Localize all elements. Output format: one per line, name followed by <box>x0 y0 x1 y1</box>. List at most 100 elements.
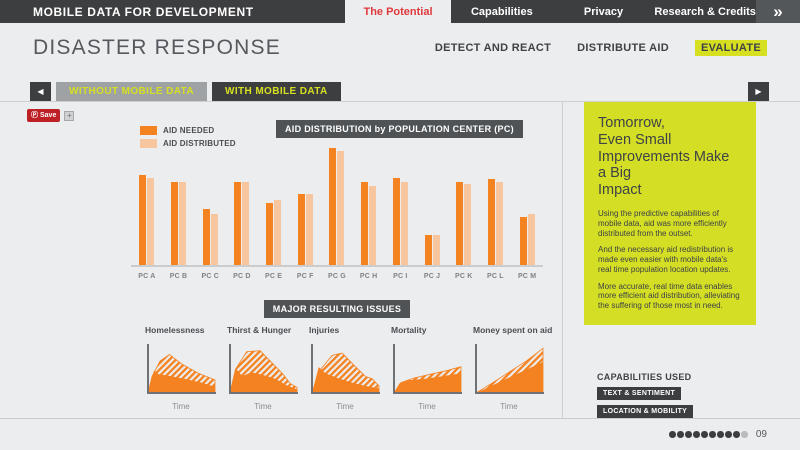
mini-chart-canvas <box>393 344 462 394</box>
tab-with-mobile-data[interactable]: WITH MOBILE DATA <box>212 82 341 101</box>
bar <box>495 181 503 265</box>
bar-x-label: PC G <box>328 273 346 280</box>
capabilities-heading: CAPABILITIES USED <box>597 372 692 382</box>
nav-tab-research-credits[interactable]: Research & Credits <box>654 5 756 18</box>
share-row: Ⓟ Save + <box>27 109 75 122</box>
bar-x-label: PC F <box>296 273 314 280</box>
bar-group-pc-i <box>385 146 417 265</box>
bar-group-pc-j <box>416 146 448 265</box>
mini-chart-thirst-hunger: Thirst & Hunger Time <box>227 325 299 411</box>
solid-area-series <box>476 361 543 393</box>
bar-group-pc-f <box>289 146 321 265</box>
bar <box>487 179 495 265</box>
bar-group-pc-b <box>163 146 195 265</box>
mini-chart-x-label: Time <box>336 402 354 411</box>
aid-distributed-swatch <box>140 139 157 148</box>
next-step-button[interactable]: ▶ <box>748 82 769 101</box>
pinterest-save-button[interactable]: Ⓟ Save <box>27 109 61 122</box>
pagination-dot-6[interactable] <box>709 431 716 438</box>
insight-paragraph: More accurate, real time data enables mo… <box>598 281 740 311</box>
solid-area-series <box>148 370 215 393</box>
pagination-dot-8[interactable] <box>725 431 732 438</box>
bar <box>234 181 242 265</box>
legend-item-aid-needed: AID NEEDED <box>140 126 236 135</box>
pinterest-save-label: Save <box>40 111 57 119</box>
bar <box>400 181 408 265</box>
insight-paragraph: Using the predictive capabilities of mob… <box>598 209 727 238</box>
mini-chart-homelessness: Homelessness Time <box>145 325 217 411</box>
nav-tab-the-potential[interactable]: The Potential <box>363 5 433 18</box>
pagination-dots <box>669 431 748 438</box>
pagination-dot-10[interactable] <box>741 431 748 438</box>
mini-chart-x-label: Time <box>418 402 436 411</box>
nav-tab-capabilities[interactable]: Capabilities <box>470 5 533 18</box>
bar <box>369 186 377 265</box>
bar <box>519 216 527 265</box>
back-arrow-icon: ◀ <box>37 87 44 96</box>
bar <box>337 151 345 265</box>
tab-without-mobile-data[interactable]: WITHOUT MOBILE DATA <box>56 82 207 101</box>
bar <box>179 181 187 265</box>
bar <box>527 214 535 265</box>
pagination-dot-5[interactable] <box>701 431 708 438</box>
mini-chart-title: Money spent on aid <box>473 325 553 335</box>
info-column: Tomorrow, Even Small Improvements Make a… <box>563 102 800 418</box>
footer: 09 <box>0 418 800 450</box>
top-bar: MOBILE DATA FOR DEVELOPMENT The Potentia… <box>0 0 800 23</box>
next-section-button[interactable]: » <box>756 0 800 23</box>
bar-group-pc-g <box>321 146 353 265</box>
bar-group-pc-m <box>511 146 543 265</box>
mini-chart-x-label: Time <box>254 402 272 411</box>
capability-location-mobility[interactable]: LOCATION & MOBILITY <box>597 405 694 418</box>
bar <box>139 175 147 265</box>
bar <box>242 181 250 265</box>
subnav-evaluate[interactable]: EVALUATE <box>694 40 767 56</box>
solid-area-series <box>230 368 297 393</box>
pagination-dot-7[interactable] <box>717 431 724 438</box>
bar-x-label: PC H <box>359 273 378 280</box>
bar <box>432 234 440 265</box>
bar-x-label: PC M <box>517 273 537 280</box>
mini-chart-axes <box>229 344 298 394</box>
bar-x-label: PC B <box>169 273 188 280</box>
mini-chart-title: Thirst & Hunger <box>227 325 292 335</box>
aid-needed-label: AID NEEDED <box>163 126 215 135</box>
mini-chart-canvas <box>311 344 380 394</box>
mini-chart-money-spent-on-aid: Money spent on aid Time <box>473 325 553 411</box>
mini-chart-title: Mortality <box>391 325 427 335</box>
bar <box>361 181 369 265</box>
bar <box>392 177 400 265</box>
pinterest-icon: Ⓟ <box>31 112 38 119</box>
pagination-dot-4[interactable] <box>693 431 700 438</box>
pagination-dot-3[interactable] <box>685 431 692 438</box>
pagination-dot-2[interactable] <box>677 431 684 438</box>
top-nav: Capabilities Privacy Research & Credits … <box>451 0 800 23</box>
bar-group-pc-d <box>226 146 258 265</box>
page-header: DISASTER RESPONSE DETECT AND REACT DISTR… <box>33 36 767 60</box>
capability-text-sentiment[interactable]: TEXT & SENTIMENT <box>597 387 682 400</box>
solid-area-series <box>312 367 379 393</box>
previous-step-button[interactable]: ◀ <box>30 82 51 101</box>
mini-chart-axes <box>147 344 216 394</box>
bar <box>424 234 432 265</box>
chart-legend: AID NEEDED AID DISTRIBUTED <box>140 126 236 152</box>
bar <box>329 147 337 265</box>
nav-tab-privacy[interactable]: Privacy <box>583 5 624 18</box>
app-title: MOBILE DATA FOR DEVELOPMENT <box>0 0 345 23</box>
bar <box>202 209 210 265</box>
pagination-dot-9[interactable] <box>733 431 740 438</box>
bar-group-pc-e <box>258 146 290 265</box>
mini-chart-axes <box>311 344 380 394</box>
bar-chart-x-labels: PC A PC B PC C PC D PC E PC F PC G PC H PC I PC J… <box>131 273 543 280</box>
bar-x-label: PC J <box>423 273 441 280</box>
share-icon[interactable]: + <box>64 110 75 121</box>
subnav-detect-and-react[interactable]: DETECT AND REACT <box>434 42 552 54</box>
double-chevron-icon: » <box>773 1 783 21</box>
bar <box>464 183 472 265</box>
pagination-dot-1[interactable] <box>669 431 676 438</box>
subnav-distribute-aid[interactable]: DISTRIBUTE AID <box>577 42 669 54</box>
mini-chart-x-label: Time <box>172 402 190 411</box>
chart-area: Ⓟ Save + AID NEEDED AID DISTRIBUTED AID … <box>0 102 563 418</box>
bar <box>266 203 274 265</box>
bar-group-pc-a <box>131 146 163 265</box>
